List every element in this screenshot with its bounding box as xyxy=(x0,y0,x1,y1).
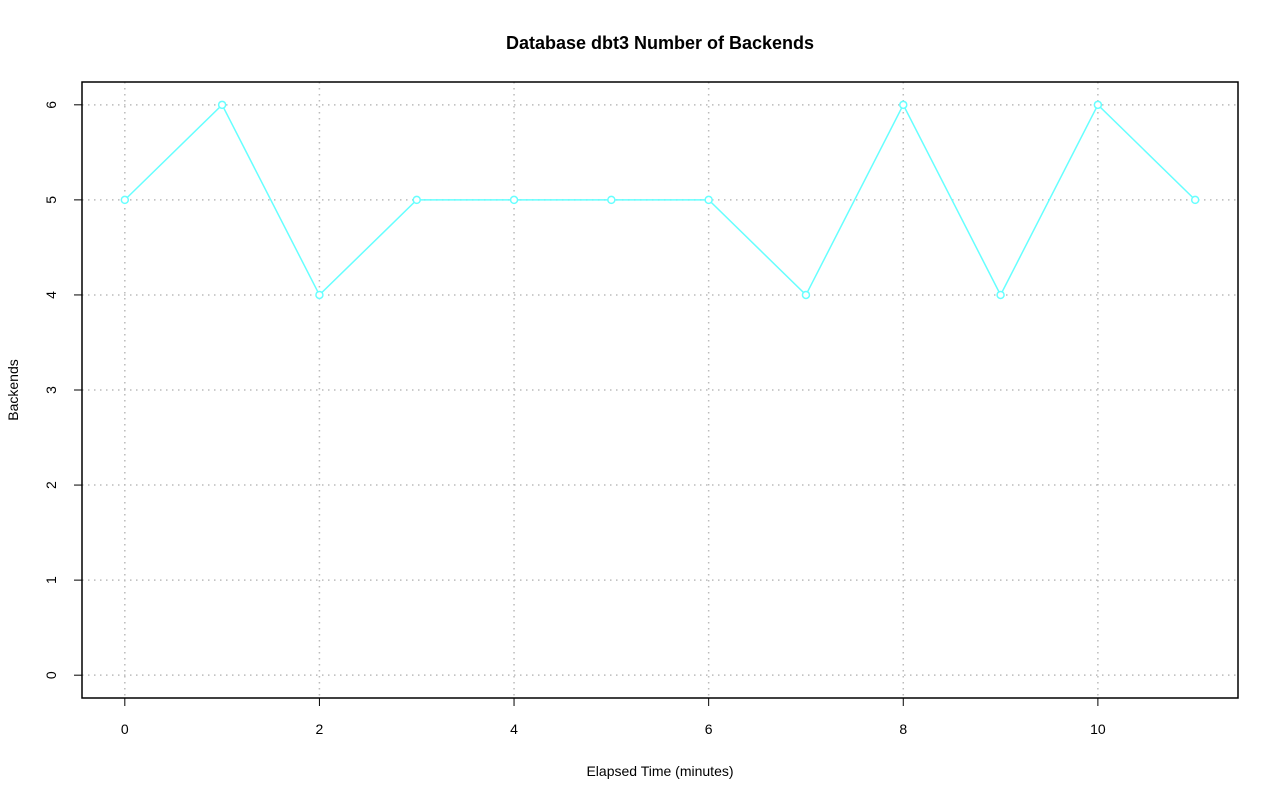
point xyxy=(899,100,908,110)
y-axis-label: Backends xyxy=(5,359,21,420)
point xyxy=(315,290,324,300)
plot-frame xyxy=(81,81,1239,699)
point xyxy=(217,100,227,110)
y-tick-label: 2 xyxy=(43,481,59,489)
point xyxy=(412,195,421,205)
point xyxy=(801,290,811,300)
point xyxy=(607,195,616,205)
y-tick-label: 6 xyxy=(43,101,59,109)
x-tick-label: 4 xyxy=(510,721,518,737)
chart-title: Database dbt3 Number of Backends xyxy=(506,33,814,53)
point xyxy=(1093,100,1103,110)
y-tick-label: 1 xyxy=(43,576,59,584)
point xyxy=(996,290,1005,300)
y-tick-label: 4 xyxy=(43,291,59,299)
y-tick-label: 3 xyxy=(43,386,59,394)
x-axis-label: Elapsed Time (minutes) xyxy=(586,763,733,779)
point xyxy=(120,195,130,205)
x-tick-label: 2 xyxy=(316,721,324,737)
y-tick-label: 0 xyxy=(43,671,59,679)
line xyxy=(124,103,1196,297)
y-tick-label: 5 xyxy=(43,196,59,204)
x-tick-label: 8 xyxy=(899,721,907,737)
point xyxy=(509,195,519,205)
x-tick-label: 6 xyxy=(705,721,713,737)
point xyxy=(1190,195,1200,205)
x-tick-label: 10 xyxy=(1090,721,1106,737)
x-tick-label: 0 xyxy=(121,721,129,737)
point xyxy=(704,195,713,205)
